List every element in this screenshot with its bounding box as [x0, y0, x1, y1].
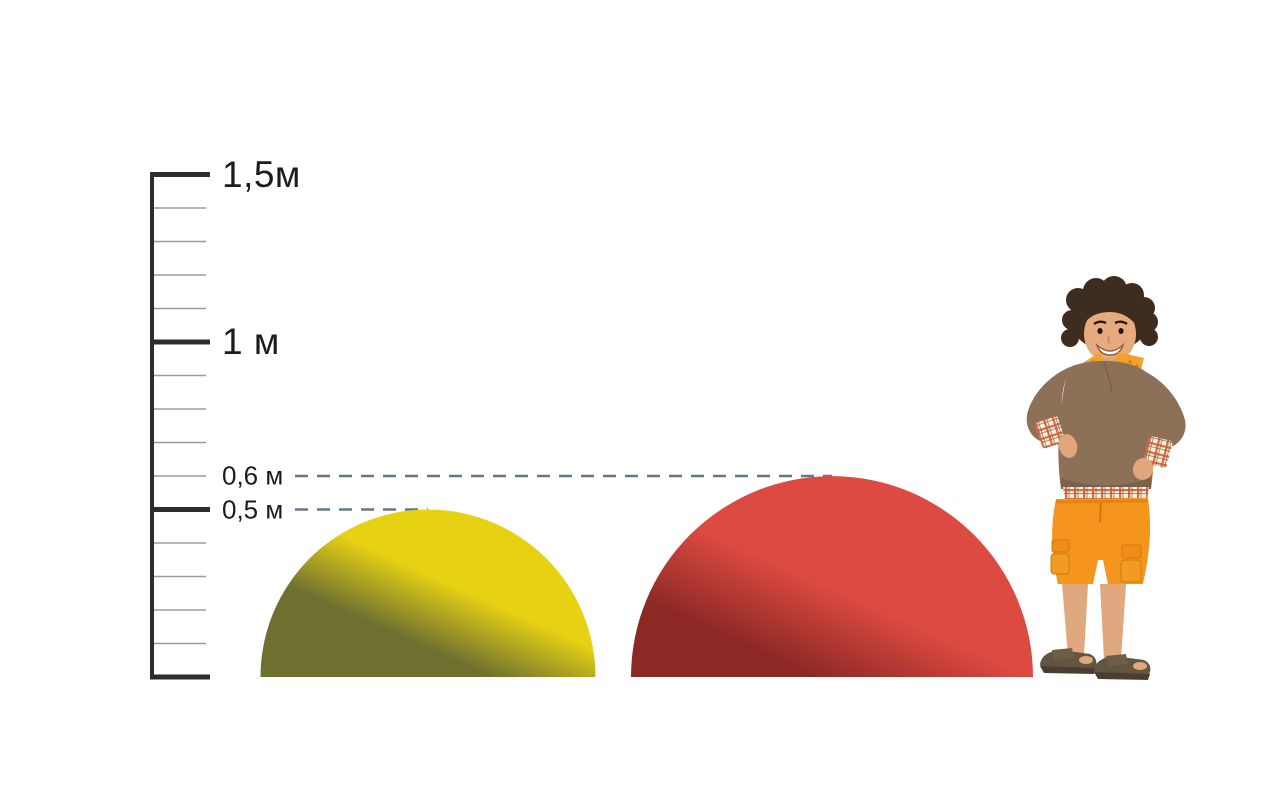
child-face	[1084, 305, 1136, 363]
child-figure	[1026, 276, 1186, 680]
child-sandal-left	[1040, 648, 1097, 674]
measuring-ruler	[150, 172, 210, 680]
child-hand-left	[1058, 434, 1078, 458]
ruler-label-1-5m: 1,5м	[222, 153, 301, 195]
ruler-label-0-6m: 0,6 м	[222, 460, 284, 491]
child-cuff-left	[1035, 415, 1065, 449]
height-guides	[295, 474, 832, 511]
child-hand-right	[1132, 458, 1154, 480]
child-sandal-right	[1094, 654, 1151, 680]
child-shorts	[1050, 498, 1151, 584]
child-brow-left	[1093, 320, 1107, 326]
child-hair-fringe	[1084, 302, 1137, 326]
domes	[260, 476, 1033, 677]
child-eye-left	[1097, 328, 1103, 334]
child-eye-right	[1118, 328, 1124, 334]
child-shirt-hem	[1063, 487, 1149, 501]
yellow-dome	[260, 509, 596, 677]
ruler-label-1m: 1 м	[222, 320, 280, 362]
child-leg-left	[1062, 584, 1088, 656]
child-leg-right	[1100, 584, 1126, 660]
child-cuff-right	[1143, 436, 1173, 468]
child-nose	[1107, 335, 1111, 344]
child-brow-right	[1114, 320, 1128, 326]
ruler-label-0-5m: 0,5 м	[222, 493, 284, 524]
red-dome	[631, 476, 1033, 677]
